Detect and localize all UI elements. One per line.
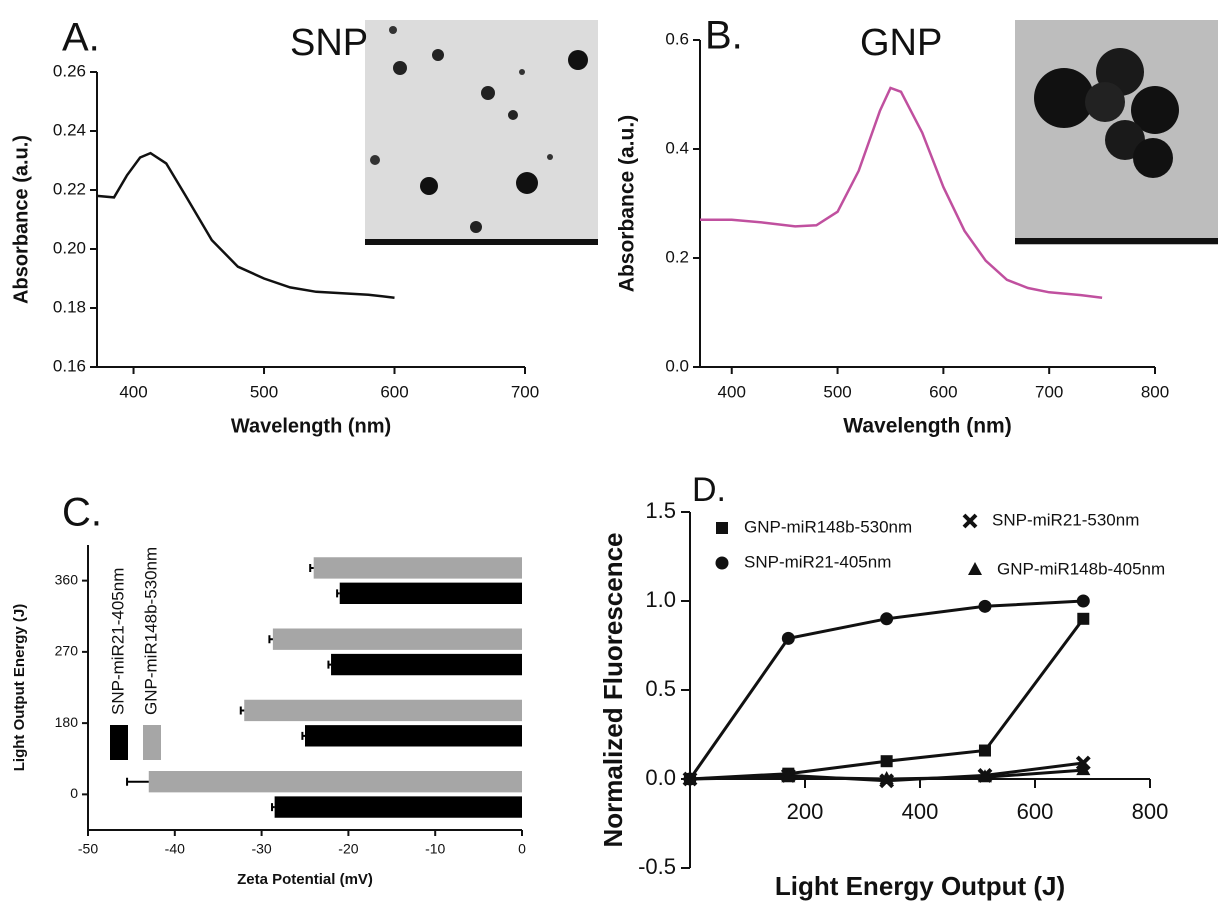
y-tick-label: 0.0 (645, 765, 676, 790)
x-tick-label: 800 (1132, 799, 1169, 824)
data-line (688, 599, 1084, 780)
marker (1076, 762, 1091, 776)
y-axis-label: Light Output Energy (J) (11, 604, 28, 771)
legend-marker (968, 562, 982, 575)
marker (683, 771, 697, 784)
marker (978, 744, 991, 757)
panel-label: C. (62, 491, 102, 535)
x-tick-label: 800 (1141, 382, 1169, 401)
x-tick-label: 200 (787, 799, 824, 824)
x-tick-label: 400 (119, 382, 147, 401)
y-axis-label: Absorbance (a.u.) (10, 135, 32, 304)
y-tick-label: -0.5 (638, 854, 676, 879)
chart-title: GNP (860, 22, 942, 64)
bar (331, 653, 522, 676)
chart-title: SNP (290, 22, 368, 64)
x-tick-label: 700 (1035, 382, 1063, 401)
data-line (689, 617, 1085, 781)
marker (978, 599, 992, 613)
x-tick-label: 500 (250, 382, 278, 401)
error-bar (327, 660, 332, 669)
x-tick-label: 600 (929, 382, 957, 401)
x-tick-label: 400 (718, 382, 746, 401)
x-axis-label: Wavelength (nm) (231, 415, 391, 437)
y-tick-label: 0.26 (53, 61, 86, 80)
error-bar (126, 777, 149, 786)
legend-marker (716, 522, 728, 534)
x-axis-label: Light Energy Output (J) (775, 871, 1065, 901)
legend-label: GNP-miR148b-530nm (141, 547, 160, 715)
error-bar (336, 589, 340, 598)
marker (977, 769, 992, 783)
panel-label: D. (692, 471, 726, 509)
marker (880, 755, 893, 768)
legend-label: SNP-miR21-530nm (992, 510, 1139, 529)
y-axis-label: Normalized Fluorescence (598, 533, 628, 848)
data-line (700, 86, 1103, 300)
legend-swatch (143, 725, 161, 760)
y-tick-label: 0.24 (53, 120, 86, 139)
marker (1077, 612, 1090, 625)
bar (305, 725, 522, 747)
legend-label: GNP-miR148b-405nm (997, 559, 1165, 578)
y-tick-label: 180 (55, 714, 79, 730)
error-bar (268, 635, 273, 644)
legend-marker (962, 513, 978, 529)
x-tick-label: 500 (823, 382, 851, 401)
y-tick-label: 360 (55, 571, 79, 587)
y-tick-label: 0.18 (53, 297, 86, 316)
marker (879, 771, 894, 784)
y-tick-label: 1.5 (645, 498, 676, 523)
legend-swatch (110, 725, 128, 760)
x-tick-label: 700 (511, 382, 539, 401)
x-axis-label: Zeta Potential (mV) (237, 871, 373, 888)
x-tick-label: 400 (902, 799, 939, 824)
tem-image-gnp (1015, 20, 1218, 245)
bar (313, 557, 522, 579)
error-bar (301, 731, 305, 740)
y-tick-label: 0.6 (665, 29, 689, 48)
marker (1076, 594, 1090, 608)
legend-marker (715, 556, 729, 570)
x-tick-label: -40 (165, 841, 185, 857)
bar (148, 771, 522, 793)
y-tick-label: 0.4 (665, 138, 689, 157)
bar (339, 582, 522, 604)
error-bar (239, 706, 245, 715)
y-tick-label: 0.5 (645, 676, 676, 701)
x-tick-label: 600 (380, 382, 408, 401)
bar (274, 796, 522, 818)
x-tick-label: -20 (338, 841, 358, 857)
legend-label: GNP-miR148b-530nm (744, 517, 912, 536)
y-tick-label: 270 (55, 643, 79, 659)
panel-label: B. (705, 14, 743, 58)
marker (781, 769, 796, 783)
legend-label: SNP-miR21-405nm (108, 568, 127, 715)
y-tick-label: 0.20 (53, 238, 86, 257)
panel-label: A. (62, 16, 100, 60)
x-tick-label: 600 (1017, 799, 1054, 824)
y-tick-label: 0.16 (53, 356, 86, 375)
data-line (96, 151, 395, 299)
y-axis-label: Absorbance (a.u.) (616, 115, 639, 292)
x-tick-label: -30 (251, 841, 271, 857)
x-tick-label: 0 (518, 841, 526, 857)
y-tick-label: 1.0 (645, 587, 676, 612)
x-tick-label: -50 (78, 841, 98, 857)
y-tick-label: 0.2 (665, 247, 689, 266)
marker (880, 612, 894, 626)
y-tick-label: 0 (70, 785, 78, 801)
x-axis-label: Wavelength (nm) (843, 415, 1011, 438)
legend-label: SNP-miR21-405nm (744, 552, 891, 571)
x-tick-label: -10 (425, 841, 445, 857)
bar (272, 628, 522, 650)
marker (781, 631, 795, 645)
bar (244, 699, 523, 722)
y-tick-label: 0.0 (665, 356, 689, 375)
y-tick-label: 0.22 (53, 179, 86, 198)
tem-image-snp (365, 20, 598, 245)
error-bar (271, 803, 275, 812)
error-bar (309, 563, 314, 572)
